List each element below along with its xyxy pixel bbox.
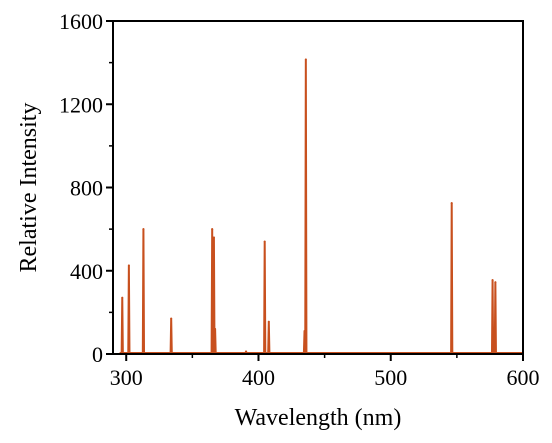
y-axis: 0 400 800 1200 1600: [59, 9, 113, 367]
y-axis-title: Relative Intensity: [16, 103, 42, 273]
spectrum-peak-3: [170, 317, 173, 320]
x-tick-label-400: 400: [242, 365, 275, 390]
y-tick-label-0: 0: [92, 342, 103, 367]
x-tick-label-500: 500: [374, 365, 407, 390]
spectrum-peak-0: [121, 296, 124, 299]
spectrum-peak-9: [267, 320, 270, 323]
y-tick-label-400: 400: [70, 259, 103, 284]
spectrum-peak-6: [214, 328, 217, 331]
spectrum-peak-11: [304, 58, 307, 61]
spectrum-peak-13: [491, 279, 494, 282]
spectrum-peak-14: [494, 281, 497, 284]
spectrum-peak-2: [142, 228, 145, 231]
y-tick-label-1600: 1600: [59, 9, 103, 34]
spectrum-peak-7: [245, 350, 248, 353]
spectrum-peak-10: [303, 330, 306, 333]
plot-frame: [112, 20, 524, 355]
spectrum-peak-8: [263, 240, 266, 243]
spectrum-peak-4: [211, 228, 214, 231]
spectrum-line: [119, 58, 523, 354]
spectrum-peak-1: [127, 264, 130, 267]
x-axis: 300 400 500 600: [110, 354, 540, 390]
spectrum-peak-5: [212, 236, 215, 239]
x-tick-label-300: 300: [110, 365, 143, 390]
x-tick-label-600: 600: [507, 365, 540, 390]
y-tick-label-800: 800: [70, 176, 103, 201]
spectrum-peak-12: [450, 202, 453, 205]
spectrum-series: [119, 58, 523, 354]
y-tick-label-1200: 1200: [59, 92, 103, 117]
x-axis-title: Wavelength (nm): [235, 405, 402, 431]
